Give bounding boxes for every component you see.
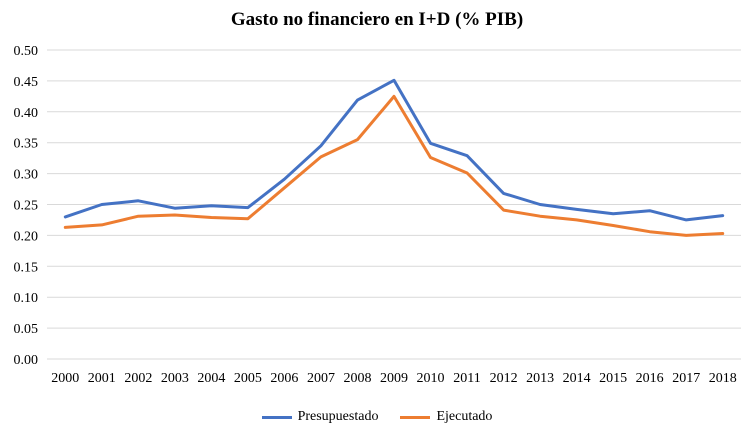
x-tick-label: 2000	[51, 371, 79, 386]
x-tick-label: 2016	[636, 371, 664, 386]
x-tick-label: 2009	[380, 371, 408, 386]
x-tick-label: 2001	[88, 371, 116, 386]
x-tick-label: 2006	[270, 371, 298, 386]
x-tick-label: 2012	[490, 371, 518, 386]
x-tick-label: 2011	[453, 371, 480, 386]
y-tick-label: 0.20	[14, 229, 39, 244]
x-tick-label: 2014	[563, 371, 591, 386]
legend-label-presupuestado: Presupuestado	[297, 409, 379, 424]
legend-item-ejecutado: Ejecutado	[400, 409, 492, 425]
legend: Presupuestado Ejecutado	[0, 409, 754, 425]
x-tick-label: 2013	[526, 371, 554, 386]
series-lines	[63, 78, 725, 237]
series-line-presupuestado	[63, 78, 725, 222]
x-tick-label: 2005	[234, 371, 262, 386]
x-tick-label: 2010	[417, 371, 445, 386]
y-tick-label: 0.25	[14, 199, 39, 214]
legend-swatch-ejecutado	[400, 415, 431, 419]
y-tick-label: 0.10	[14, 291, 39, 306]
x-tick-label: 2003	[161, 371, 189, 386]
y-axis-tick-labels: 0.00 0.05 0.10 0.15 0.20 0.25 0.30 0.35 0.40 0.45…	[14, 44, 39, 368]
x-tick-label: 2015	[599, 371, 627, 386]
series-line-ejecutado	[63, 94, 725, 237]
y-tick-label: 0.45	[14, 75, 39, 90]
legend-label-ejecutado: Ejecutado	[436, 409, 493, 424]
x-tick-label: 2004	[197, 371, 225, 386]
y-tick-label: 0.50	[14, 44, 39, 59]
x-tick-label: 2002	[124, 371, 152, 386]
x-tick-label: 2017	[672, 371, 700, 386]
y-tick-label: 0.00	[14, 353, 39, 368]
chart-title: Gasto no financiero en I+D (% PIB)	[230, 9, 524, 30]
y-tick-label: 0.15	[14, 260, 39, 275]
y-tick-label: 0.05	[14, 322, 39, 337]
line-chart: 0.00 0.05 0.10 0.15 0.20 0.25 0.30 0.35 0.40 0.45…	[14, 44, 741, 386]
y-tick-label: 0.40	[14, 106, 39, 121]
legend-item-presupuestado: Presupuestado	[261, 409, 379, 425]
x-tick-label: 2007	[307, 371, 335, 386]
y-tick-label: 0.35	[14, 137, 39, 152]
x-axis-tick-labels: 2000 2001 2002 2003 2004 2005 2006 2007 2008 2009…	[51, 371, 736, 386]
y-tick-label: 0.30	[14, 168, 39, 183]
legend-swatch-presupuestado	[261, 415, 292, 419]
x-tick-label: 2008	[343, 371, 371, 386]
x-tick-label: 2018	[709, 371, 737, 386]
